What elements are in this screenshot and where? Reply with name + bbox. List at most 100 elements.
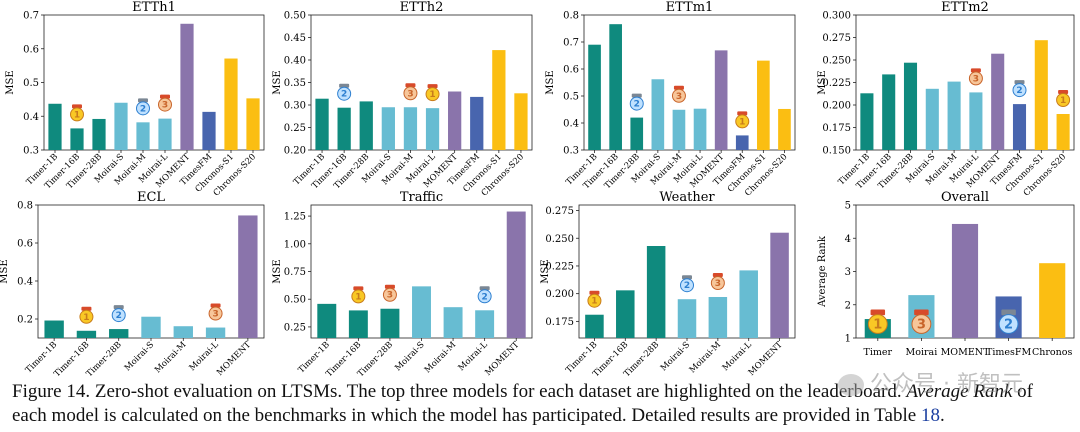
medal-ribbon xyxy=(631,93,642,98)
medal-rank-label: 2 xyxy=(1016,86,1022,96)
medal-disc xyxy=(968,71,983,86)
bar xyxy=(882,74,896,150)
rank-medal-icon: 1 xyxy=(735,111,750,129)
medal-ribbon xyxy=(81,306,92,311)
rank-medal-icon: 3 xyxy=(158,94,172,112)
medal-ribbon xyxy=(712,272,723,277)
rank-medal-icon: 2 xyxy=(477,286,492,304)
medal-ribbon xyxy=(479,286,490,291)
bar xyxy=(714,50,728,151)
medal-rank-label: 2 xyxy=(634,100,640,110)
y-tick-label: 0.2 xyxy=(17,315,33,326)
x-tick-label: Moirai-M xyxy=(153,340,189,376)
y-tick-label: 0.40 xyxy=(284,56,306,67)
y-tick-label: 0.225 xyxy=(545,261,574,272)
medal-ribbon xyxy=(384,284,395,289)
bar xyxy=(951,223,979,338)
bar xyxy=(315,98,329,150)
medal-ribbon xyxy=(1058,90,1069,94)
y-tick-label: 0.8 xyxy=(563,11,579,22)
x-tick-label: MOMENT xyxy=(215,340,253,378)
y-tick-label: 0.7 xyxy=(23,11,39,22)
medal-rank-label: 2 xyxy=(116,311,122,321)
y-tick-label: 0.300 xyxy=(822,11,851,22)
bar xyxy=(246,98,260,150)
y-tick-label: 0.4 xyxy=(17,277,33,288)
y-tick-label: 0.6 xyxy=(17,239,33,250)
rank-medal-icon: 1 xyxy=(79,306,94,324)
medal-disc xyxy=(208,306,223,321)
chart-panel-overall: Overall Average Rank 1 2 3 4 5 Timer 1 Moirai 3 MOM… xyxy=(817,190,1075,358)
y-tick-label: 1 xyxy=(845,334,851,345)
bar xyxy=(588,44,601,151)
rank-medal-icon: 2 xyxy=(629,93,644,111)
y-axis-label: MSE xyxy=(545,70,556,94)
rank-medal-icon: 2 xyxy=(998,309,1019,334)
y-axis-label: Average Rank xyxy=(817,235,828,308)
y-tick-label: 0.175 xyxy=(822,123,851,134)
bar xyxy=(1056,114,1070,150)
medal-disc xyxy=(337,86,352,101)
medal-ribbon xyxy=(427,84,438,89)
medal-disc xyxy=(998,314,1019,334)
bar xyxy=(735,135,749,150)
y-tick-label: 0.250 xyxy=(822,56,851,67)
medal-rank-label: 1 xyxy=(873,317,882,332)
y-tick-label: 0.200 xyxy=(545,289,574,300)
bar xyxy=(770,232,789,338)
y-tick-label: 0.225 xyxy=(822,78,851,89)
bar xyxy=(492,50,506,150)
rank-medal-icon: 3 xyxy=(208,303,223,321)
x-tick-label: MOMENT xyxy=(941,347,990,358)
bar xyxy=(158,118,172,150)
medal-ribbon xyxy=(682,275,692,280)
y-axis-label: MSE xyxy=(5,70,16,94)
bar xyxy=(925,88,939,150)
bar xyxy=(348,310,368,338)
bar xyxy=(202,111,216,150)
medal-disc xyxy=(70,107,84,122)
medal-ribbon xyxy=(737,111,748,116)
bar xyxy=(470,96,484,150)
medal-ribbon xyxy=(589,290,600,295)
bar xyxy=(136,122,150,150)
bar xyxy=(44,320,64,338)
bar xyxy=(677,299,697,338)
medal-disc xyxy=(136,101,150,116)
y-tick-label: 0.8 xyxy=(17,201,33,212)
wechat-icon xyxy=(838,374,864,396)
caption-table-ref[interactable]: 18 xyxy=(920,405,940,426)
medal-ribbon xyxy=(914,309,929,316)
rank-medal-icon: 2 xyxy=(111,305,126,323)
medal-disc xyxy=(79,309,94,324)
x-tick-label: TimesFM xyxy=(986,347,1031,358)
bar xyxy=(114,102,128,150)
medal-rank-label: 1 xyxy=(355,292,361,302)
chart-title: Traffic xyxy=(400,190,443,205)
medal-disc xyxy=(710,275,725,290)
medal-disc xyxy=(477,289,492,304)
rank-medal-icon: 1 xyxy=(587,290,602,308)
x-tick-label: Moirai-L xyxy=(188,340,221,373)
bar xyxy=(708,296,728,338)
y-tick-label: 0.150 xyxy=(822,146,851,157)
rank-medal-icon: 2 xyxy=(136,98,150,116)
y-tick-label: 1.00 xyxy=(284,239,306,250)
y-tick-label: 0.275 xyxy=(822,33,851,44)
bar xyxy=(109,329,129,338)
chart-title: ECL xyxy=(137,190,165,205)
medal-disc xyxy=(629,96,644,111)
x-tick-label: MOMENT xyxy=(747,340,785,378)
rank-medal-icon: 1 xyxy=(425,84,440,102)
medal-disc xyxy=(351,289,366,304)
chart-title: ETTm2 xyxy=(941,0,989,15)
y-axis-label: MSE xyxy=(817,70,828,94)
medal-ribbon xyxy=(113,305,124,310)
bar xyxy=(991,53,1005,151)
medal-disc xyxy=(425,87,440,102)
rank-medal-icon: 3 xyxy=(968,68,983,86)
medal-rank-label: 1 xyxy=(591,297,597,307)
y-tick-label: 0.275 xyxy=(545,206,574,217)
x-tick-label: Moirai xyxy=(906,347,938,358)
chart-panel-etth1: ETTh1MSE0.30.40.50.60.7Timer-1BTimer-16B… xyxy=(5,0,265,198)
